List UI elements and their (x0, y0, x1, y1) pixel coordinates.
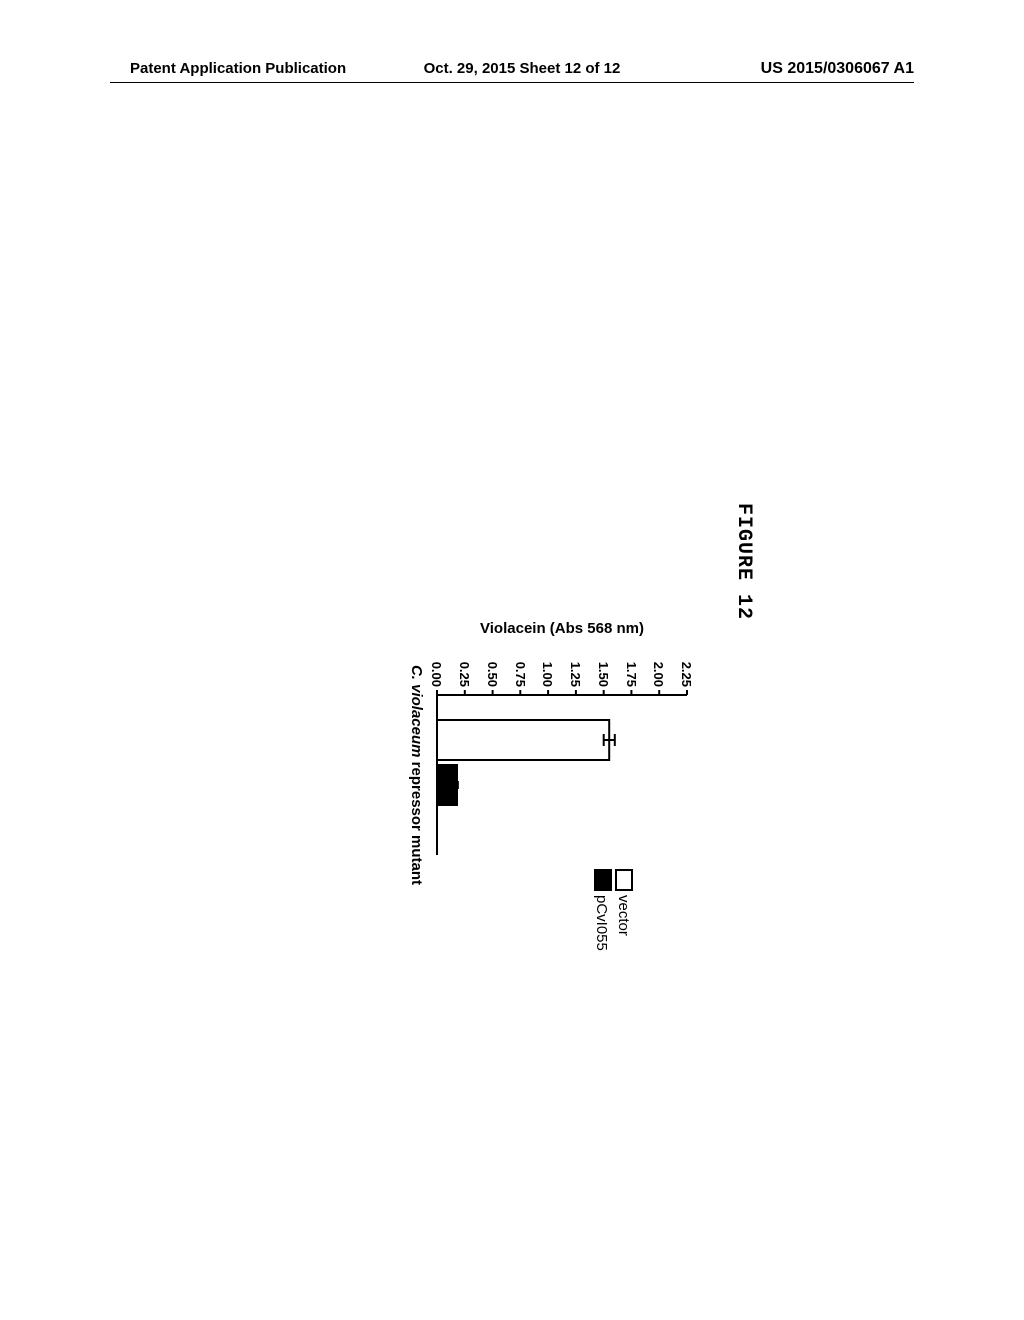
header-rule (110, 82, 914, 83)
y-axis-ticks: 0.00 0.25 0.50 0.75 1.00 1.25 1.50 1.75 … (429, 662, 694, 695)
svg-text:1.25: 1.25 (568, 662, 583, 687)
bar-chart: 0.00 0.25 0.50 0.75 1.00 1.25 1.50 1.75 … (387, 615, 707, 985)
chart-svg: 0.00 0.25 0.50 0.75 1.00 1.25 1.50 1.75 … (387, 615, 707, 985)
x-axis-label: C. violaceum repressor mutant (408, 665, 425, 885)
page-header: Patent Application Publication Oct. 29, … (0, 60, 1024, 78)
figure-container: 0.00 0.25 0.50 0.75 1.00 1.25 1.50 1.75 … (152, 200, 872, 1100)
legend-label-vector: vector (615, 895, 632, 936)
header-right: US 2015/0306067 A1 (653, 60, 914, 78)
bar-vector (437, 720, 609, 760)
legend-label-pcvi055: pCvI055 (593, 895, 610, 951)
svg-text:2.25: 2.25 (679, 662, 694, 687)
svg-text:1.00: 1.00 (540, 662, 555, 687)
bar-pcvi055 (437, 765, 457, 805)
figure-caption: FIGURE 12 (732, 503, 755, 620)
legend-swatch-pcvi055 (595, 870, 611, 890)
header-center: Oct. 29, 2015 Sheet 12 of 12 (391, 60, 652, 78)
svg-text:0.50: 0.50 (485, 662, 500, 687)
svg-text:0.75: 0.75 (513, 662, 528, 687)
y-axis-label: Violacein (Abs 568 nm) (480, 620, 644, 637)
header-left: Patent Application Publication (130, 60, 391, 78)
legend-swatch-vector (616, 870, 632, 890)
svg-text:2.00: 2.00 (651, 662, 666, 687)
legend: vector pCvI055 (593, 870, 632, 951)
svg-text:0.00: 0.00 (429, 662, 444, 687)
svg-text:1.75: 1.75 (624, 662, 639, 687)
svg-text:0.25: 0.25 (457, 662, 472, 687)
svg-text:1.50: 1.50 (596, 662, 611, 687)
